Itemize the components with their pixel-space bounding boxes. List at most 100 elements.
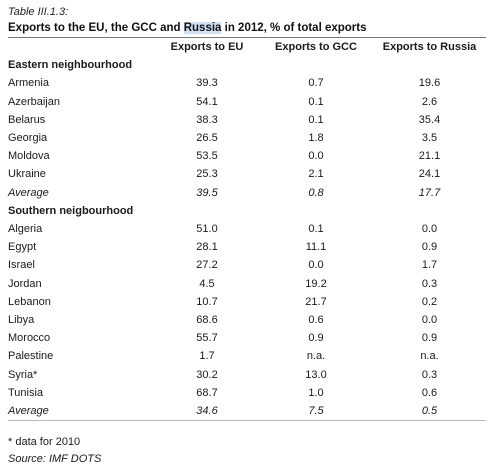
table-row: Morocco 55.7 0.9 0.9 [8,329,486,347]
gcc-value-cell: 19.2 [305,277,327,290]
country-cell: Georgia [8,132,48,145]
header-row: Exports to EU Exports to GCC Exports to … [8,38,486,56]
title-suffix: in 2012, % of total exports [221,22,367,34]
russia-value-cell: 0.9 [421,332,438,345]
table-caption: Table III.1.3: [8,6,69,18]
russia-value-cell: 21.1 [418,150,441,163]
eu-value-cell: 10.7 [196,295,218,308]
table-row: Armenia 39.3 0.7 19.6 [8,74,486,92]
gcc-value-cell: 0.1 [308,223,324,236]
title-prefix: Exports to the EU, the GCC and [8,22,184,34]
table-row: Syria* 30.2 13.0 0.3 [8,366,486,384]
section-header-row: Eastern neighbourhood [8,56,486,74]
gcc-value-cell: n.a. [306,350,326,363]
eu-value-cell: 38.3 [196,113,218,126]
russia-value-cell: 3.5 [421,132,438,145]
gcc-value-cell: 0.0 [308,150,324,163]
average-gcc-cell: 0.8 [308,186,324,199]
gcc-value-cell: 0.1 [308,95,324,108]
country-cell: Jordan [8,277,42,290]
eu-value-cell: 54.1 [196,95,218,108]
eu-value-cell: 55.7 [196,332,218,345]
eu-value-cell: 25.3 [196,168,218,181]
russia-value-cell: 1.7 [421,259,438,272]
eu-value-cell: 1.7 [199,350,215,363]
eu-value-cell: 27.2 [196,259,218,272]
russia-value-cell: 0.3 [421,368,438,381]
eu-value-cell: 68.7 [196,386,218,399]
gcc-value-cell: 13.0 [305,368,327,381]
eu-value-cell: 39.3 [196,77,218,90]
country-cell: Ukraine [8,168,46,181]
average-russia-cell: 17.7 [418,186,441,199]
bottom-rule [8,420,486,422]
russia-value-cell: 0.0 [421,223,438,236]
gcc-value-cell: 0.6 [308,314,324,327]
table-row: Lebanon 10.7 21.7 0.2 [8,293,486,311]
country-cell: Tunisia [8,386,44,399]
eu-value-cell: 28.1 [196,241,218,254]
gcc-value-cell: 0.7 [308,77,324,90]
section-header-row: Southern neigbourhood [8,202,486,220]
table-row: Tunisia 68.7 1.0 0.6 [8,384,486,402]
country-cell: Algeria [8,223,43,236]
table-body: Eastern neighbourhood Armenia 39.3 0.7 19.6 A… [8,56,486,420]
country-cell: Egypt [8,241,37,254]
table-row: Jordan 4.5 19.2 0.3 [8,275,486,293]
table-notes: * data for 2010 Source: IMF DOTS [8,434,101,468]
table-header: Exports to EU Exports to GCC Exports to … [8,38,486,56]
russia-value-cell: 24.1 [418,168,441,181]
average-gcc-cell: 7.5 [308,405,324,418]
header-cell-gcc: Exports to GCC [275,41,357,53]
russia-value-cell: n.a. [420,350,439,363]
average-label-cell: Average [8,186,49,199]
eu-value-cell: 26.5 [196,132,218,145]
russia-value-cell: 0.9 [421,241,438,254]
gcc-value-cell: 0.9 [308,332,324,345]
russia-value-cell: 0.2 [421,295,438,308]
country-cell: Armenia [8,77,49,90]
russia-value-cell: 0.0 [421,314,438,327]
header-cell-eu: Exports to EU [170,41,244,53]
table-row: Israel 27.2 0.0 1.7 [8,256,486,274]
table-row: Moldova 53.5 0.0 21.1 [8,147,486,165]
top-rule [8,37,486,38]
country-cell: Belarus [8,113,46,126]
average-russia-cell: 0.5 [421,405,438,418]
country-cell: Morocco [8,332,51,345]
country-cell: Azerbaijan [8,95,60,108]
average-row: Average 39.5 0.8 17.7 [8,184,486,202]
russia-value-cell: 0.6 [421,386,438,399]
table-row: Georgia 26.5 1.8 3.5 [8,129,486,147]
average-row: Average 34.6 7.5 0.5 [8,402,486,420]
gcc-value-cell: 1.8 [308,132,324,145]
russia-value-cell: 0.3 [421,277,438,290]
section-title: Eastern neighbourhood [8,59,133,72]
russia-value-cell: 35.4 [418,113,441,126]
eu-value-cell: 4.5 [199,277,215,290]
eu-value-cell: 51.0 [196,223,218,236]
average-label-cell: Average [8,405,49,418]
gcc-value-cell: 0.1 [308,113,324,126]
header-cell-russia: Exports to Russia [382,41,477,53]
table-title: Exports to the EU, the GCC and Russia in… [8,20,486,37]
table-block: Table III.1.3: Exports to the EU, the GC… [8,5,486,422]
average-eu-cell: 39.5 [196,186,218,199]
header-cell-blank [8,38,155,56]
gcc-value-cell: 21.7 [305,295,327,308]
gcc-value-cell: 0.0 [308,259,324,272]
table-row: Ukraine 25.3 2.1 24.1 [8,165,486,183]
table-row: Azerbaijan 54.1 0.1 2.6 [8,93,486,111]
table-row: Libya 68.6 0.6 0.0 [8,311,486,329]
country-cell: Libya [8,314,35,327]
russia-value-cell: 19.6 [418,77,441,90]
gcc-value-cell: 2.1 [308,168,324,181]
table-row: Belarus 38.3 0.1 35.4 [8,111,486,129]
footnote: * data for 2010 [8,436,81,448]
russia-value-cell: 2.6 [421,95,438,108]
source-note: Source: IMF DOTS [8,453,102,465]
country-cell: Israel [8,259,35,272]
table-row: Egypt 28.1 11.1 0.9 [8,238,486,256]
table-row: Algeria 51.0 0.1 0.0 [8,220,486,238]
country-cell: Syria* [8,368,38,381]
